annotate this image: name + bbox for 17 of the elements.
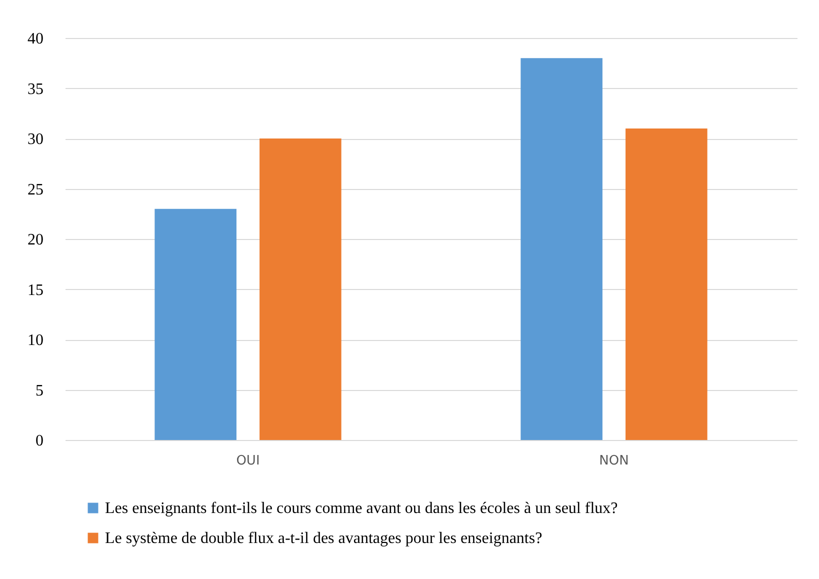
bar (520, 58, 602, 440)
y-tick-label: 35 (28, 80, 44, 98)
y-tick-label: 25 (28, 181, 44, 198)
y-tick-label: 15 (28, 282, 44, 299)
legend-label: Le système de double flux a-t-il des avantages pour les enseignants? (105, 530, 542, 547)
y-tick-label: 20 (28, 232, 44, 248)
y-tick-label: 40 (28, 30, 44, 48)
bar (626, 128, 708, 440)
x-tick-label: OUI (236, 454, 260, 468)
y-tick-label: 10 (28, 332, 44, 349)
bar (154, 208, 236, 440)
legend-label: Les enseignants font-ils le cours comme avant ou dans les écoles à un seul flux? (105, 500, 618, 517)
x-tick-label: NON (599, 454, 629, 468)
bar (260, 138, 342, 440)
y-tick-label: 30 (28, 131, 44, 148)
y-tick-label: 5 (36, 382, 44, 400)
y-tick-label: 0 (36, 432, 44, 450)
